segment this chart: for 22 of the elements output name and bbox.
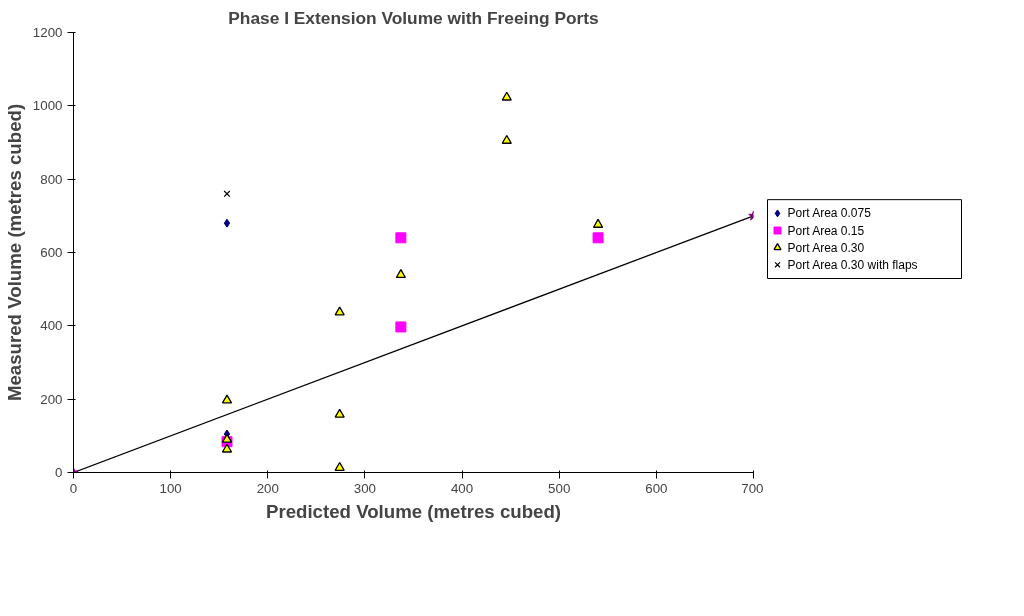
legend-label: Port Area 0.30 [787,240,865,255]
x-axis-title: Predicted Volume (metres cubed) [265,500,562,522]
y-tick-label: 0 [55,465,63,480]
y-tick-label: 800 [40,171,63,187]
x-tick-label: 400 [450,480,474,496]
x-tick-label: 300 [353,480,377,496]
chart-title: Phase I Extension Volume with Freeing Ports [228,7,599,28]
legend-label: Port Area 0.075 [787,206,872,221]
y-tick-label: 1000 [32,98,63,114]
y-tick-label: 200 [40,391,63,407]
x-tick-label: 0 [69,480,78,496]
y-tick-label: 600 [40,245,63,260]
y-axis-title: Measured Volume (metres cubed) [3,103,25,402]
x-tick-label: 500 [548,480,571,496]
legend-label: Port Area 0.30 with flaps [787,257,918,272]
x-tick-label: 200 [256,480,279,496]
y-tick-label: 400 [40,318,63,334]
x-tick-label: 700 [741,480,764,496]
x-tick-label: 600 [645,480,668,496]
x-tick-label: 100 [159,480,182,496]
legend-label: Port Area 0.15 [787,223,865,238]
y-tick-label: 1200 [32,25,63,40]
